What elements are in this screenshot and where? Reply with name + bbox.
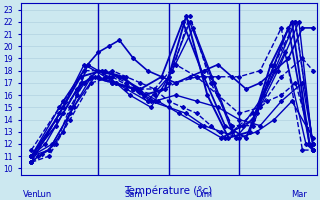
X-axis label: Température (°c): Température (°c) xyxy=(124,186,213,196)
Text: Lun: Lun xyxy=(36,190,51,199)
Text: Ven: Ven xyxy=(23,190,39,199)
Text: Mar: Mar xyxy=(291,190,307,199)
Text: Sam: Sam xyxy=(124,190,143,199)
Text: Dim: Dim xyxy=(195,190,212,199)
